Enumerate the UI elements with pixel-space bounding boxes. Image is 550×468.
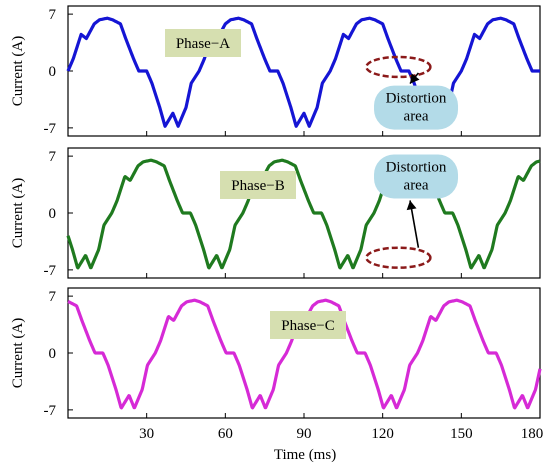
- phase-tag-box: [165, 29, 241, 57]
- y-tick-label: 0: [49, 346, 57, 362]
- distortion-note-line: Distortion: [386, 159, 447, 175]
- y-tick-label: -7: [44, 121, 57, 137]
- distortion-arrow-head: [406, 200, 417, 211]
- distortion-note-line: Distortion: [386, 91, 447, 107]
- distortion-note-box: [374, 154, 459, 199]
- series-line-1: [66, 16, 542, 128]
- phase-tag-label: Phase−B: [231, 178, 284, 194]
- phase-tag-label: Phase−A: [176, 36, 230, 52]
- y-tick-label: 0: [49, 206, 57, 222]
- x-tick-label: 180: [521, 426, 544, 442]
- distortion-note-line: area: [404, 177, 429, 193]
- distortion-ellipse: [365, 246, 432, 269]
- series-line-2: [66, 158, 542, 270]
- x-tick-label: 150: [450, 426, 473, 442]
- x-tick-label: 60: [218, 426, 233, 442]
- y-axis-label: Current (A): [10, 36, 26, 106]
- x-tick-label: 30: [139, 426, 154, 442]
- distortion-ellipse: [365, 55, 432, 79]
- y-axis-label: Current (A): [10, 178, 26, 248]
- x-tick-label: 90: [297, 426, 312, 442]
- y-tick-label: -7: [44, 403, 57, 419]
- phase-tag-box: [270, 311, 346, 339]
- phase-tag-label: Phase−C: [281, 318, 334, 334]
- x-axis-label: Time (ms): [274, 447, 336, 463]
- distortion-note-box: [374, 85, 459, 130]
- panel-3: 7 0 -7 Current (A) Phase−C 30 60 90 120 150 180: [10, 287, 544, 442]
- distortion-note-line: area: [404, 109, 429, 125]
- y-tick-label: 7: [49, 7, 57, 23]
- panel-1: 7 0 -7 Current (A) Phase−A Distortion area: [10, 5, 542, 137]
- x-tick-label: 120: [371, 426, 394, 442]
- distortion-arrow-head: [410, 73, 420, 84]
- y-tick-label: -7: [44, 263, 57, 279]
- y-tick-label: 0: [49, 64, 57, 80]
- y-tick-label: 7: [49, 289, 57, 305]
- y-tick-label: 7: [49, 149, 57, 165]
- y-axis-label: Current (A): [10, 318, 26, 388]
- phase-tag-box: [220, 171, 296, 199]
- panel-2: 7 0 -7 Current (A) Phase−B Distortion area: [10, 147, 542, 279]
